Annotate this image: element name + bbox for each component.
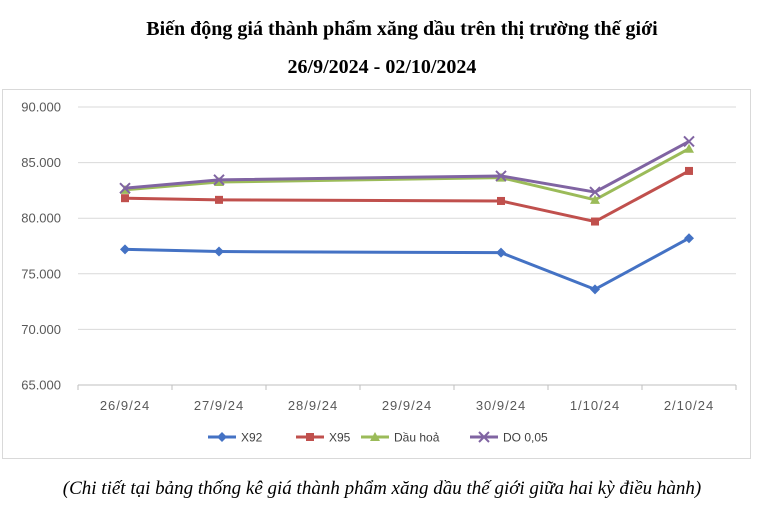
series-line-x92	[124, 236, 690, 291]
y-tick-label: 65.000	[21, 378, 61, 393]
data-point-x92	[496, 247, 506, 258]
data-point-d-u-ho	[214, 177, 224, 187]
chart-caption: (Chi tiết tại bảng thống kê giá thành ph…	[62, 478, 702, 499]
data-point-do-0-05	[589, 186, 601, 198]
data-point-x92	[214, 246, 224, 257]
data-point-d-u-ho	[684, 143, 694, 153]
data-point-x92	[590, 284, 600, 295]
chart-title: Biến động giá thành phẩm xăng dầu trên t…	[146, 18, 658, 40]
y-tick-label: 75.000	[21, 266, 61, 281]
data-point-do-0-05	[119, 182, 131, 194]
data-point-do-0-05	[213, 174, 225, 186]
y-tick-label: 85.000	[21, 155, 61, 170]
series-line-do-0-05	[124, 140, 690, 194]
data-point-d-u-ho	[590, 194, 600, 204]
x-tick-label: 1/10/24	[570, 398, 620, 413]
legend-marker-do-0-05	[478, 431, 490, 443]
y-tick-label: 80.000	[21, 211, 61, 226]
legend-label-d-u-ho: Dầu hoả	[394, 431, 440, 445]
legend-label-x95: X95	[329, 431, 351, 445]
data-point-do-0-05	[495, 170, 507, 182]
x-tick-label: 27/9/24	[194, 398, 244, 413]
x-tick-label: 26/9/24	[100, 398, 150, 413]
data-point-x95	[685, 166, 693, 175]
x-tick-label: 2/10/24	[664, 398, 714, 413]
chart-area: 65.000 70.000 75.000 80.000 85.000 90.000 26/9…	[2, 89, 751, 459]
data-point-x95	[121, 194, 129, 203]
legend-marker-x95	[306, 433, 314, 441]
y-tick-label: 70.000	[21, 322, 61, 337]
y-tick-label: 90.000	[21, 100, 61, 115]
line-chart: 65.000 70.000 75.000 80.000 85.000 90.000 26/9…	[21, 100, 737, 445]
data-point-x95	[591, 217, 599, 226]
x-tick-label: 28/9/24	[288, 398, 338, 413]
legend-label-x92: X92	[241, 431, 263, 445]
data-point-x95	[497, 196, 505, 205]
x-tick-label: 29/9/24	[382, 398, 432, 413]
legend-marker-x92	[217, 432, 227, 442]
data-point-x92	[684, 233, 694, 244]
data-point-x95	[215, 195, 223, 204]
legend-marker-d-u-ho	[370, 432, 380, 441]
chart-subtitle: 26/9/2024 - 02/10/2024	[287, 56, 477, 78]
series-line-d-u-ho	[124, 147, 690, 202]
legend-label-do-0-05: DO 0,05	[503, 431, 548, 445]
data-point-do-0-05	[683, 135, 695, 148]
x-tick-label: 30/9/24	[476, 398, 526, 413]
data-point-x92	[120, 244, 130, 255]
